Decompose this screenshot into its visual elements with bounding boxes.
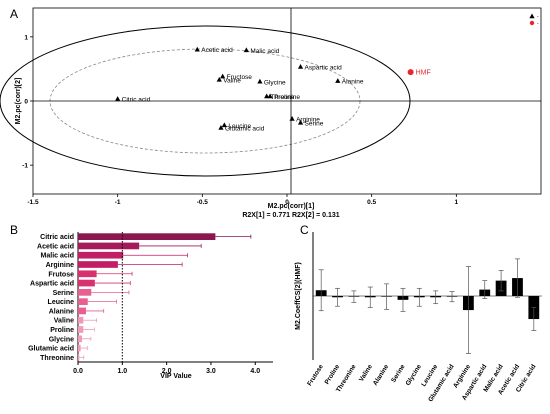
- point-acetic-acid: [194, 46, 200, 52]
- panel-a-caption: R2X[1] = 0.771 R2X[2] = 0.131: [242, 212, 339, 219]
- vip-category-label: Proline: [50, 327, 74, 334]
- panel-label-b: B: [10, 223, 18, 237]
- panel-b-x-axis-label: VIP Value: [160, 373, 191, 380]
- vip-bar-malic-acid: [78, 251, 124, 259]
- panel-a-y-axis-label: M2.pc(corr)[2]: [15, 78, 22, 125]
- x-tick-label: 1: [455, 199, 459, 206]
- vip-bar-threonine: [78, 354, 80, 361]
- point-label-valine: Valine: [223, 77, 241, 84]
- panel-label-a: A: [10, 7, 18, 21]
- point-hmf: [407, 69, 414, 76]
- point-label-malic-acid: Malic acid: [250, 48, 279, 55]
- point-label-aspartic-acid: Aspartic acid: [305, 65, 343, 72]
- point-label-arginine: Arginine: [296, 116, 320, 123]
- point-serine: [297, 119, 304, 125]
- point-label-proline: Proline: [274, 94, 295, 101]
- vip-bar-arginine: [78, 261, 118, 268]
- vip-bar-valine: [78, 316, 84, 324]
- point-label-alanine: Alanine: [342, 79, 364, 86]
- panel-b-vip-chart: Citric acid Acetic acid Malic acid Arginine…: [28, 232, 273, 380]
- point-citric-acid: [115, 96, 121, 101]
- point-glutamic-acid: [218, 124, 224, 130]
- y-tick-label: 0: [24, 99, 28, 106]
- x-tick-label: 0: [285, 199, 289, 206]
- point-label-glutamic-acid: Glutamic acid: [225, 125, 265, 132]
- vip-bar-citric-acid: [78, 233, 216, 240]
- vip-bar-glycine: [78, 335, 82, 343]
- x-tick-label: -1.5: [27, 199, 39, 206]
- vip-category-label: Leucine: [48, 299, 75, 306]
- vip-category-label: Serine: [53, 290, 75, 297]
- point-label-hmf: HMF: [416, 70, 431, 77]
- y-tick-label: -1: [22, 163, 28, 170]
- coef-category-label: Valine: [358, 363, 374, 383]
- point-alanine: [335, 78, 341, 83]
- vip-category-label: Frutose: [48, 271, 74, 278]
- vip-bar-glutamic-acid: [78, 344, 81, 352]
- x-tick-label: 2.0: [162, 368, 172, 375]
- point-label-acetic-acid: Acetic acid: [201, 47, 233, 54]
- legend-entry: -: [537, 21, 539, 27]
- point-glycine: [257, 78, 263, 84]
- vip-bar-alanine: [78, 307, 86, 315]
- panel-a-scatter: -1.5 -1 -0.5 0 0.5 1 1 0 -1 Acetic acid Malic ac…: [0, 7, 542, 219]
- point-label-threonine: Threonine: [271, 94, 301, 101]
- coef-category-label: Serine: [390, 363, 407, 384]
- point-label-glycine: Glycine: [264, 79, 286, 86]
- point-threonine: [264, 93, 270, 99]
- x-tick-label: -0.5: [197, 199, 209, 206]
- y-tick-label: 1: [24, 34, 28, 41]
- vip-bar-acetic-acid: [78, 242, 140, 250]
- vip-bar-proline: [78, 326, 84, 333]
- point-proline: [267, 93, 273, 99]
- panel-a-x-axis-label: M2.pc(corr)[1]: [268, 203, 315, 210]
- vip-bar-frutose: [78, 270, 97, 278]
- coef-category-label: Alanine: [372, 363, 391, 387]
- point-label-leucine: Leucine: [228, 123, 251, 130]
- point-arginine: [289, 115, 295, 121]
- vip-category-label: Aspartic acid: [30, 281, 74, 288]
- point-fructose: [220, 73, 226, 79]
- x-tick-label: 1.0: [117, 368, 127, 375]
- vip-category-label: Glutamic acid: [28, 346, 74, 353]
- point-label-serine: Serine: [305, 120, 324, 127]
- legend-marker-circle: [529, 20, 535, 26]
- x-tick-label: 0.0: [73, 368, 83, 375]
- vip-bar-leucine: [78, 298, 88, 305]
- x-tick-label: -1: [115, 199, 121, 206]
- vip-category-label: Malic acid: [41, 253, 74, 260]
- vip-category-label: Glycine: [49, 336, 74, 343]
- vip-category-label: Valine: [54, 318, 74, 325]
- coef-category-label: Frutose: [306, 363, 325, 387]
- point-label-citric-acid: Citric acid: [122, 97, 151, 104]
- legend-entry: -: [537, 14, 539, 20]
- legend-marker-triangle: [529, 13, 535, 19]
- vip-category-label: Citric acid: [40, 234, 74, 241]
- vip-bar-serine: [78, 289, 92, 296]
- point-label-fructose: Fructose: [227, 74, 253, 81]
- vip-category-label: Alanine: [49, 308, 74, 315]
- x-tick-label: 0.5: [367, 199, 376, 206]
- vip-bar-aspartic-acid: [78, 279, 95, 287]
- point-malic-acid: [243, 47, 249, 53]
- vip-category-label: Threonine: [40, 355, 74, 362]
- panel-label-c: C: [300, 223, 309, 237]
- point-aspartic-acid: [297, 64, 304, 69]
- point-leucine: [221, 122, 227, 128]
- panel-c-y-axis-label: M2.CoeffCS[2](HMF): [295, 262, 302, 330]
- vip-category-label: Arginine: [46, 262, 74, 269]
- x-tick-label: 3.0: [206, 368, 216, 375]
- vip-category-label: Acetic acid: [37, 243, 74, 250]
- point-valine: [216, 76, 222, 82]
- x-tick-label: 4.0: [250, 368, 260, 375]
